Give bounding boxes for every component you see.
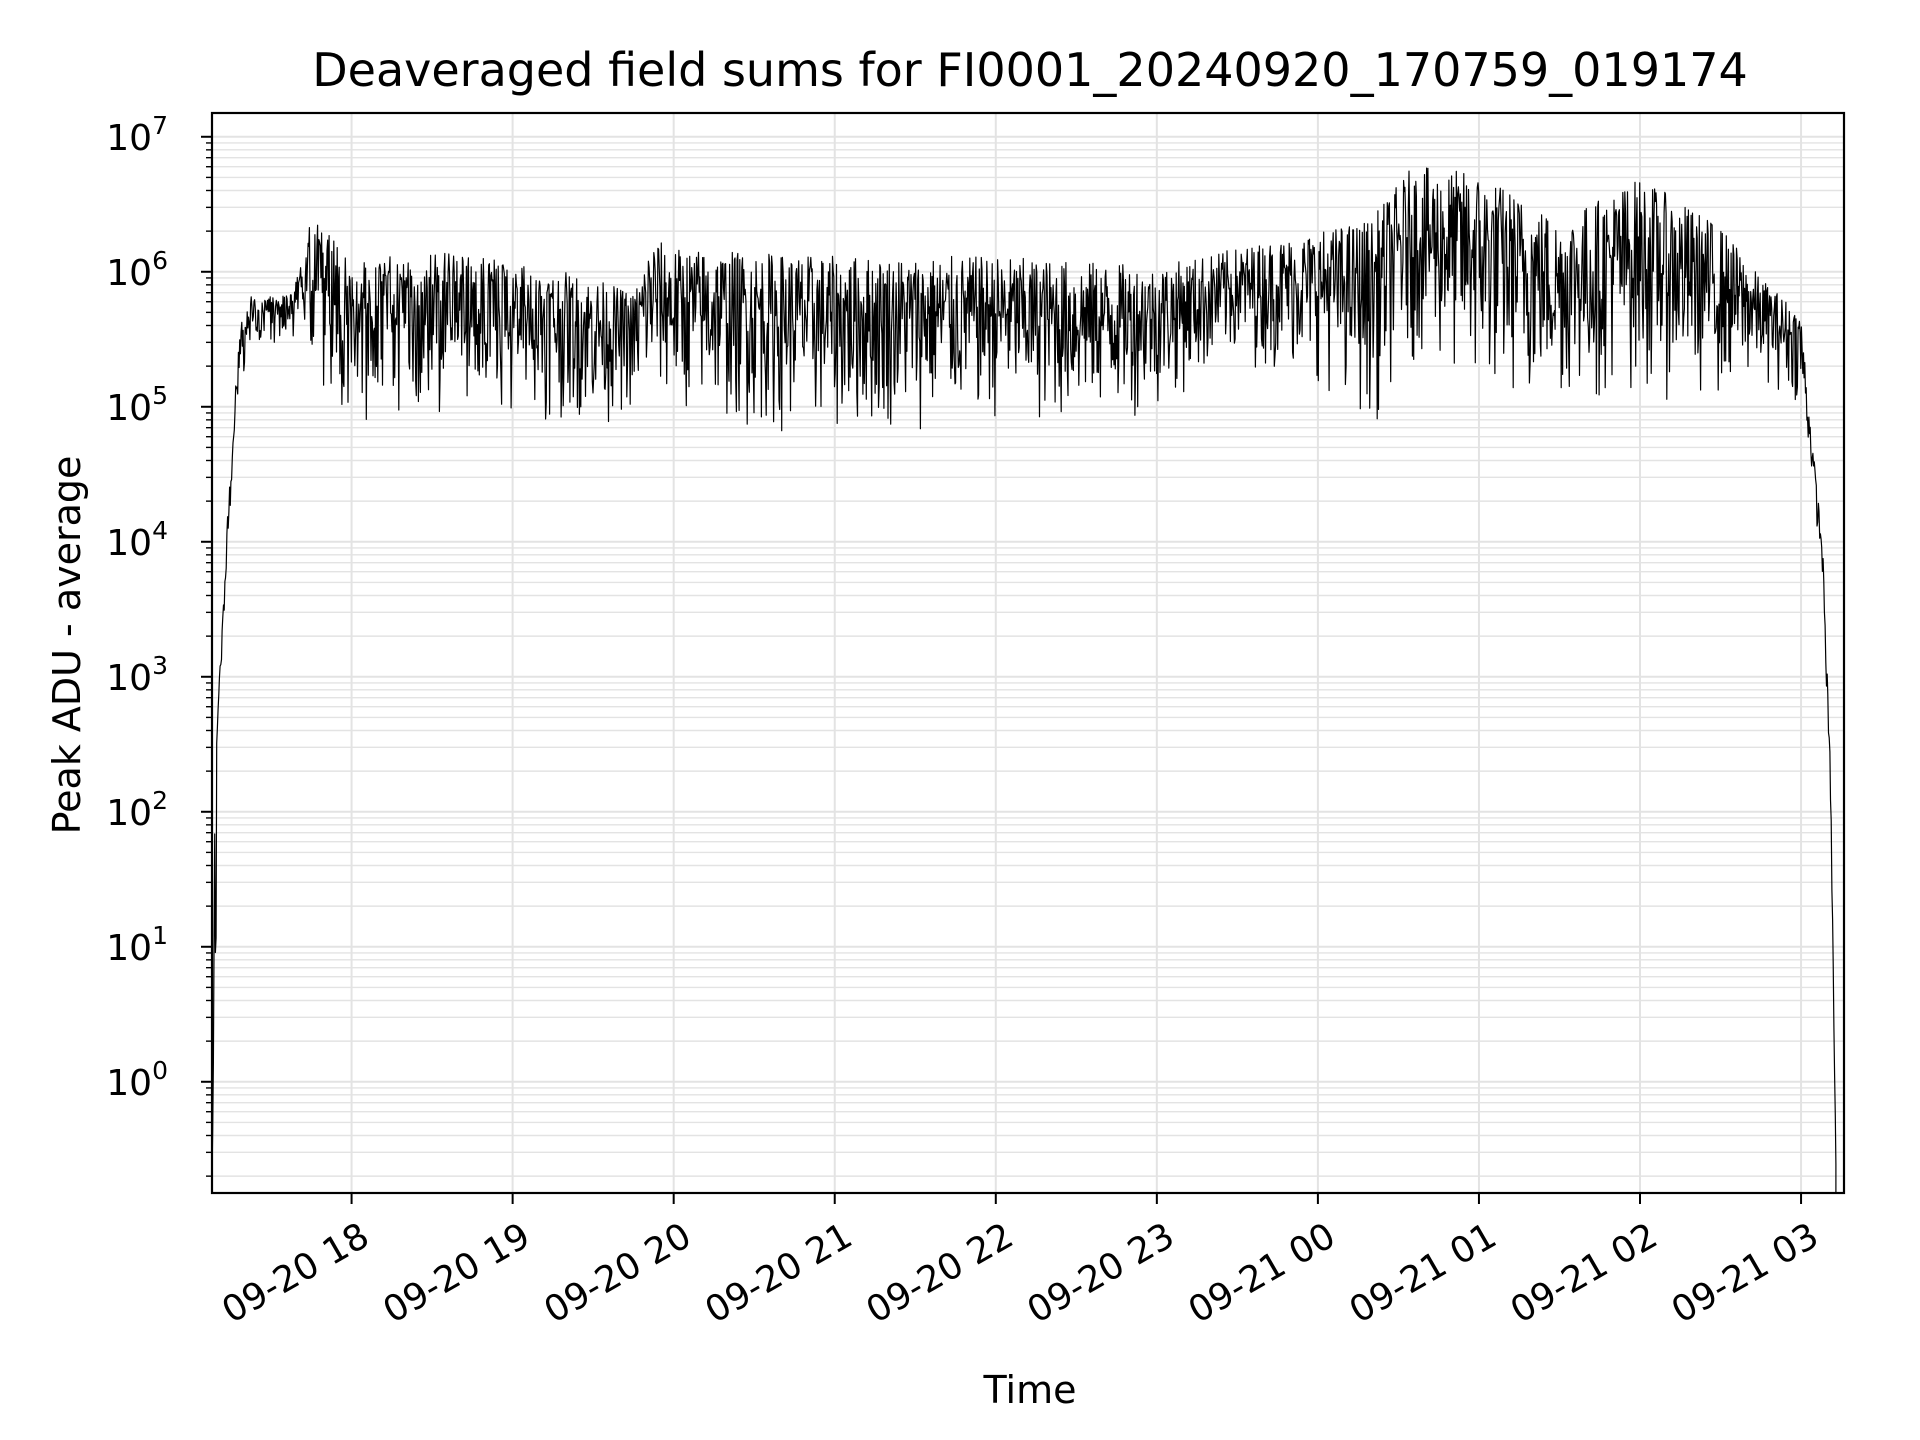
chart-title: Deaveraged field sums for FI0001_2024092… [312, 43, 1748, 97]
grid-lines [212, 113, 1844, 1193]
series-layer [211, 167, 1837, 1193]
y-tick-label: 101 [106, 921, 168, 969]
y-tick-label: 102 [106, 786, 168, 834]
series-line [211, 167, 1837, 1193]
x-axis-label: Time [983, 1368, 1077, 1412]
y-tick-label: 107 [106, 111, 168, 159]
y-tick-label: 104 [106, 516, 168, 564]
y-tick-label: 100 [106, 1056, 168, 1104]
y-tick-label: 103 [106, 651, 168, 699]
y-tick-label: 105 [106, 381, 168, 429]
y-axis-label: Peak ADU - average [45, 456, 89, 835]
plot-frame [210, 111, 1846, 1195]
y-tick-label: 106 [106, 246, 168, 294]
